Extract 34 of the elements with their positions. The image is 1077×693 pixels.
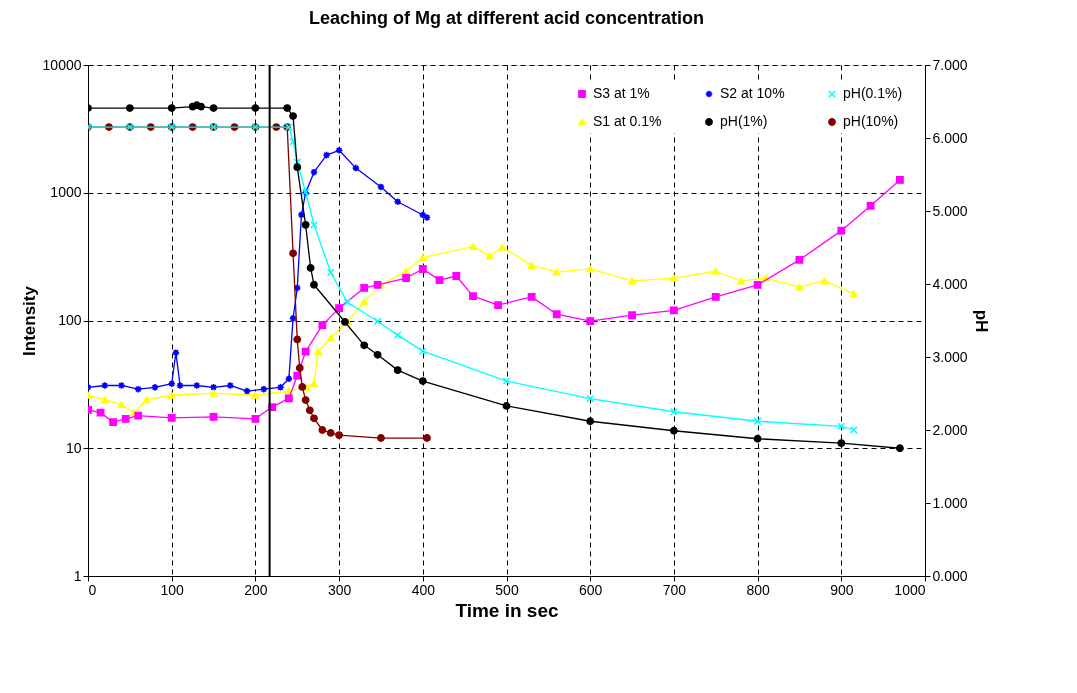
y-tick-label: 1 bbox=[73, 567, 82, 584]
x-tick-label: 900 bbox=[830, 581, 854, 598]
x-tick-label: 100 bbox=[160, 581, 185, 598]
x-tick-label: 500 bbox=[495, 581, 519, 598]
x-tick-label: 0 bbox=[88, 581, 97, 598]
y2-tick-label: 5.000 bbox=[932, 202, 968, 219]
x-tick-label: 400 bbox=[411, 581, 436, 598]
x-tick-label: 800 bbox=[746, 581, 770, 598]
x-tick-label: 600 bbox=[579, 581, 603, 598]
y2-axis-title: pH bbox=[971, 309, 991, 333]
legend-label: pH(10%) bbox=[843, 113, 899, 129]
y2-tick-label: 4.000 bbox=[932, 275, 968, 292]
y2-tick-label: 0.000 bbox=[932, 567, 968, 584]
y-tick-label: 100 bbox=[58, 312, 82, 328]
y-tick-label: 1000 bbox=[50, 184, 82, 201]
legend-label: S3 at 1% bbox=[593, 85, 650, 101]
legend-label: pH(1%) bbox=[720, 113, 768, 129]
y-tick-label: 10000 bbox=[42, 56, 82, 73]
y-axis-title: Intensity bbox=[19, 285, 39, 356]
x-tick-label: 700 bbox=[662, 581, 687, 598]
legend-label: S2 at 10% bbox=[720, 85, 785, 101]
legend-label: pH(0.1%) bbox=[843, 85, 903, 101]
y2-tick-label: 7.000 bbox=[932, 56, 968, 73]
x-tick-label: 200 bbox=[244, 581, 268, 598]
y2-tick-label: 3.000 bbox=[932, 348, 968, 365]
y2-tick-label: 6.000 bbox=[932, 129, 968, 146]
x-tick-label: 300 bbox=[327, 581, 352, 598]
chart-title: Leaching of Mg at different acid concentration bbox=[308, 8, 705, 28]
legend-label: S1 at 0.1% bbox=[593, 113, 662, 129]
y-tick-label: 10 bbox=[65, 439, 82, 456]
y2-tick-label: 2.000 bbox=[932, 421, 968, 438]
x-axis-title: Time in sec bbox=[455, 599, 559, 621]
y2-tick-label: 1.000 bbox=[932, 494, 968, 511]
x-tick-label: 1000 bbox=[894, 581, 926, 598]
